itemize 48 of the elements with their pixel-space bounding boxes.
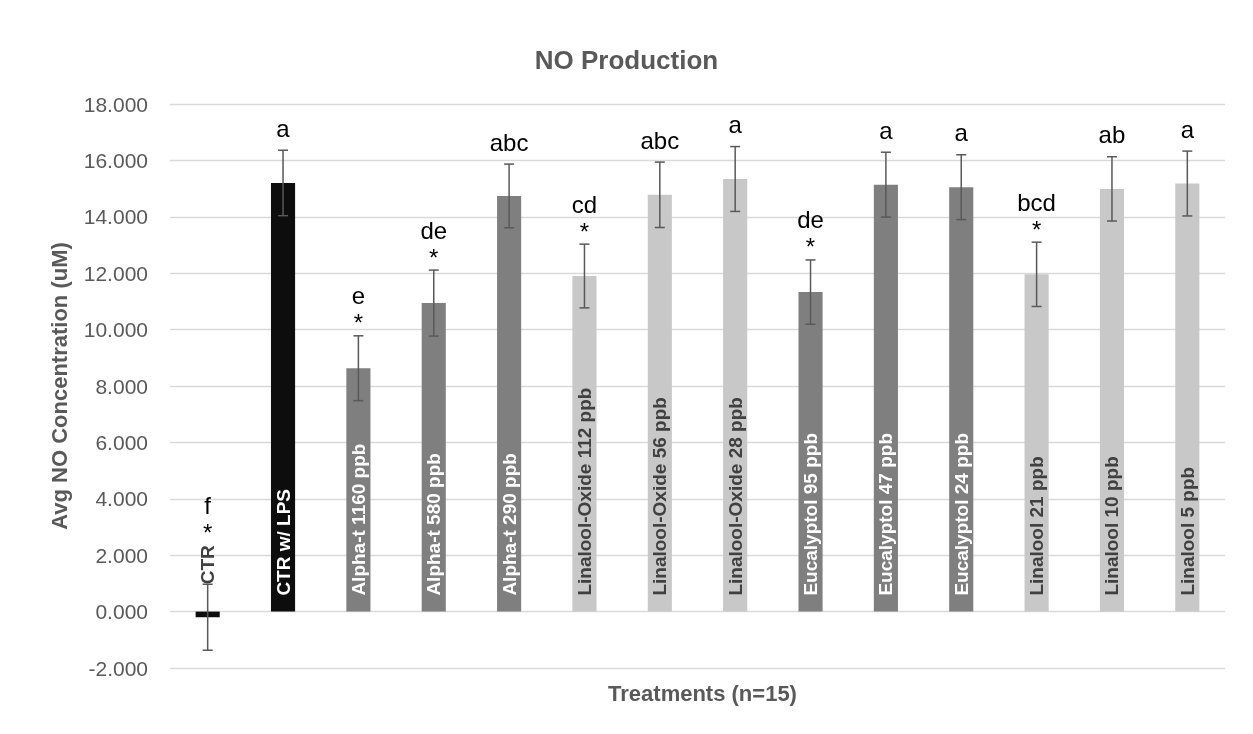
x-tick-label: Linalool 5 ppb bbox=[1176, 466, 1198, 596]
annotation: e bbox=[351, 282, 366, 310]
x-tick-label: CTR bbox=[197, 544, 219, 585]
x-tick-label: Linalool-Oxide 112 ppb bbox=[573, 387, 595, 596]
annotation: cd bbox=[571, 190, 598, 218]
x-axis-title: Treatments (n=15) bbox=[608, 680, 797, 706]
x-tick-label: Linalool-Oxide 28 ppb bbox=[724, 397, 746, 596]
annotation: * bbox=[203, 518, 213, 546]
annotation: a bbox=[728, 111, 743, 139]
annotation: a bbox=[276, 114, 291, 142]
x-tick-label: CTR w/ LPS bbox=[272, 488, 294, 596]
y-tick-label: 4.000 bbox=[95, 487, 148, 511]
annotation: a bbox=[954, 119, 969, 147]
x-tick-label: Linalool-Oxide 56 ppb bbox=[649, 397, 671, 596]
x-tick-label: Linalool 10 ppb bbox=[1101, 456, 1123, 596]
y-tick-label: 8.000 bbox=[95, 374, 148, 398]
annotation: de bbox=[420, 216, 448, 244]
annotation: bcd bbox=[1017, 188, 1056, 216]
annotation: abc bbox=[640, 126, 680, 154]
x-tick-label: Alpha-t 1160 ppb bbox=[347, 443, 369, 596]
annotation: abc bbox=[489, 128, 529, 156]
annotation: a bbox=[879, 116, 894, 144]
annotation: de bbox=[797, 206, 824, 234]
annotation: * bbox=[1031, 215, 1042, 243]
y-tick-label: 6.000 bbox=[95, 430, 148, 454]
x-tick-label: Alpha-t 290 ppb bbox=[498, 453, 520, 596]
y-tick-label: 16.000 bbox=[83, 148, 148, 172]
x-tick-label: Alpha-t 580 ppb bbox=[423, 453, 445, 596]
annotation: * bbox=[805, 233, 816, 261]
annotation: * bbox=[429, 243, 439, 271]
y-tick-label: 10.000 bbox=[83, 318, 148, 342]
annotation: a bbox=[1180, 115, 1195, 143]
y-tick-label: 14.000 bbox=[83, 205, 148, 229]
y-axis-title: Avg NO Concentration (uM) bbox=[46, 242, 72, 530]
y-tick-label: 12.000 bbox=[83, 261, 148, 285]
x-tick-label: Eucalyptol 47 ppb bbox=[875, 433, 897, 596]
y-tick-label: 2.000 bbox=[95, 543, 148, 567]
annotation: f bbox=[204, 491, 212, 519]
chart-title: NO Production bbox=[534, 45, 719, 75]
annotation: * bbox=[353, 309, 364, 337]
annotation: ab bbox=[1098, 121, 1126, 149]
y-tick-label: 18.000 bbox=[83, 92, 148, 116]
x-tick-label: Linalool 21 ppb bbox=[1026, 456, 1048, 596]
x-tick-label: Eucalyptol 24 ppb bbox=[950, 433, 972, 596]
y-tick-label: 0.000 bbox=[95, 600, 148, 624]
x-tick-label: Eucalyptol 95 ppb bbox=[800, 433, 822, 596]
y-tick-label: -2.000 bbox=[88, 656, 148, 680]
annotation: * bbox=[579, 217, 590, 245]
